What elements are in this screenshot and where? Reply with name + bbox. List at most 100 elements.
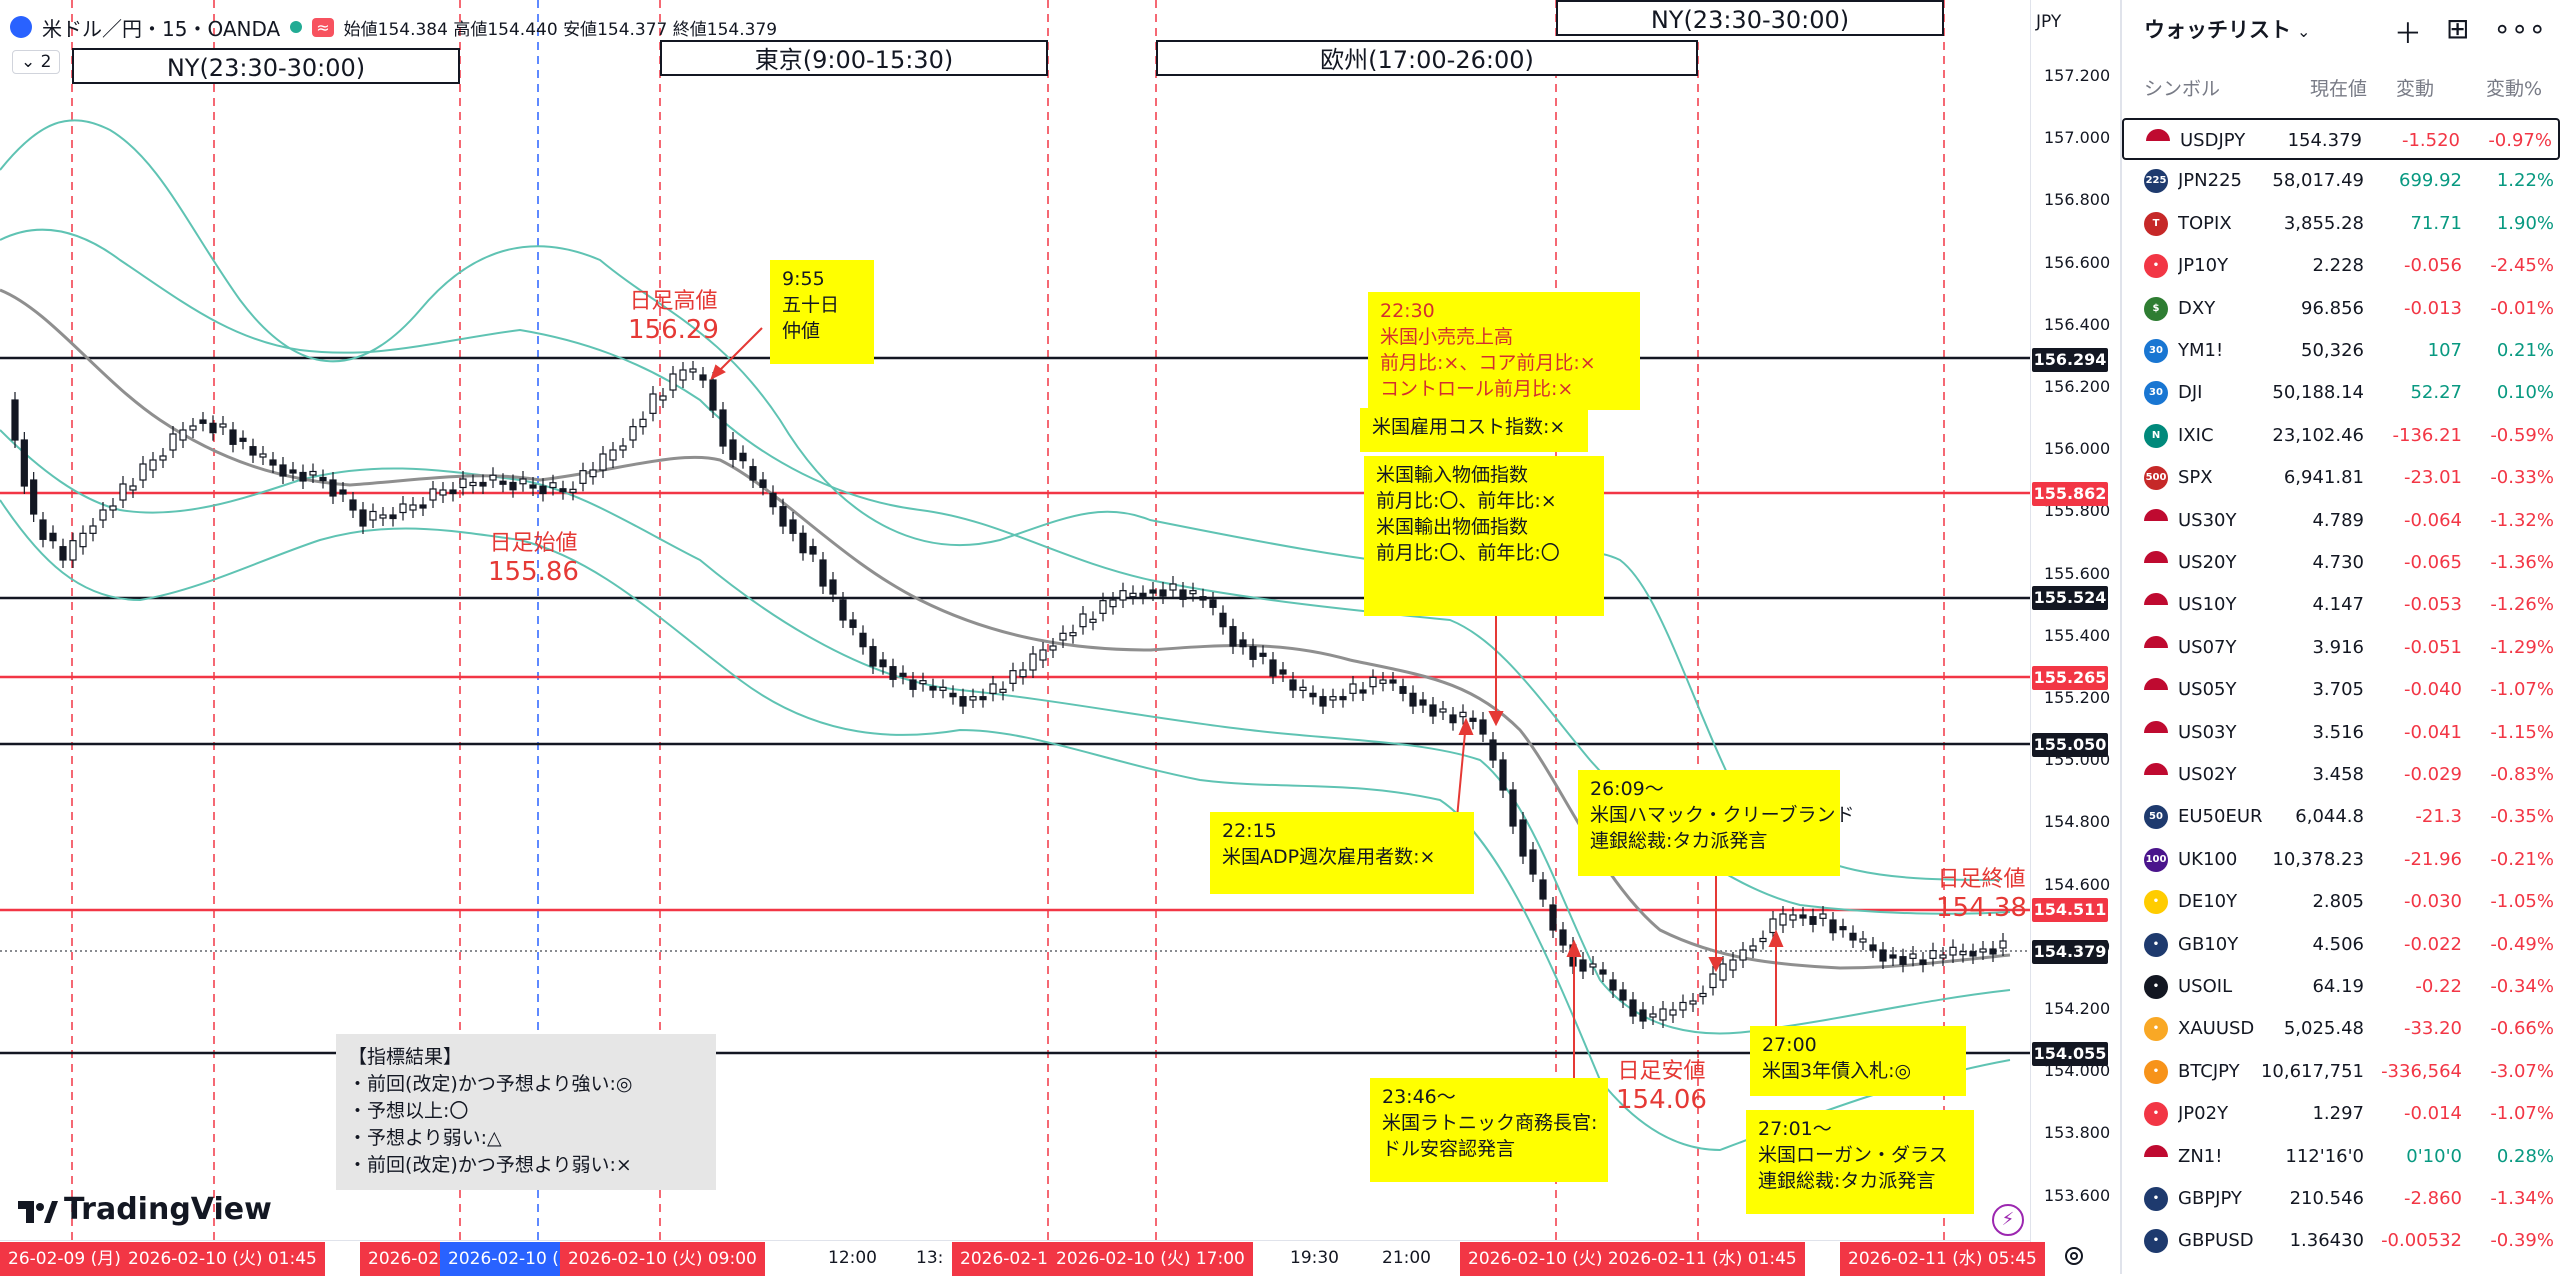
change-pct-value: 1.90%	[2496, 212, 2554, 234]
open-label: 始値	[343, 19, 378, 40]
watchlist-row[interactable]: 30 DJI 50,188.14 52.27 0.10%	[2122, 372, 2560, 414]
candle-body	[1409, 692, 1417, 707]
session-tokyo: 東京(9:00-15:30)	[660, 40, 1048, 76]
candle-body	[1459, 711, 1467, 718]
watchlist-row[interactable]: N IXIC 23,102.46 -136.21 -0.59%	[2122, 415, 2560, 457]
candle-body	[469, 481, 477, 487]
more-icon[interactable]: ∘∘∘	[2493, 12, 2546, 45]
watchlist-row[interactable]: US30Y 4.789 -0.064 -1.32%	[2122, 500, 2560, 542]
candle-body	[159, 455, 167, 461]
daily-close-label: 日足終値	[1937, 867, 2026, 892]
watchlist-row[interactable]: 500 SPX 6,941.81 -23.01 -0.33%	[2122, 457, 2560, 499]
price-tick: 156.200	[2044, 377, 2111, 396]
add-symbol-icon[interactable]: ＋	[2393, 17, 2422, 50]
change-value: -0.065	[2403, 552, 2462, 573]
candlestick-chart[interactable]	[0, 0, 2030, 1240]
watchlist-row[interactable]: 100 UK100 10,378.23 -21.96 -0.21%	[2122, 839, 2560, 881]
price-value: 210.546	[2289, 1188, 2364, 1209]
watchlist-row[interactable]: $ DXY 96.856 -0.013 -0.01%	[2122, 288, 2560, 330]
price-tick: 153.600	[2044, 1185, 2111, 1205]
price-label: 154.511	[2032, 898, 2108, 922]
candle-body	[1659, 1008, 1667, 1021]
tradingview-logo[interactable]: TradingView	[18, 1192, 272, 1227]
note-line: 前月比:×、コア前月比:×	[1380, 352, 1596, 374]
symbol-title[interactable]: 米ドル／円・15・OANDA	[42, 16, 281, 41]
change-pct-value: -0.59%	[2490, 424, 2554, 446]
watchlist-row[interactable]: US05Y 3.705 -0.040 -1.07%	[2122, 669, 2560, 711]
candle-body	[39, 519, 47, 540]
time-label: 26-02-09 (月)	[0, 1242, 129, 1276]
daily-low-annotation: 日足安値 154.06	[1616, 1058, 1707, 1114]
arrowhead	[1488, 711, 1504, 727]
note-line: 米国ラトニック商務長官:	[1382, 1112, 1598, 1134]
watchlist-row[interactable]: US02Y 3.458 -0.029 -0.83%	[2122, 754, 2560, 796]
watchlist-row[interactable]: US07Y 3.916 -0.051 -1.29%	[2122, 627, 2560, 669]
price-value: 2.805	[2312, 891, 2364, 913]
candle-body	[1089, 618, 1097, 623]
layout-icon[interactable]: ⊞	[2445, 12, 2470, 45]
watchlist-row[interactable]: 50 EU50EUR 6,044.8 -21.3 -0.35%	[2122, 796, 2560, 838]
panel-divider[interactable]	[2120, 0, 2122, 1274]
watchlist-row[interactable]: USDJPY 154.379 -1.520 -0.97%	[2122, 118, 2560, 160]
settings-icon[interactable]	[2062, 1244, 2086, 1268]
candle-body	[1109, 599, 1117, 608]
candle-body	[209, 422, 217, 434]
symbol-logo-icon: N	[2144, 423, 2168, 448]
watchlist-row[interactable]: • JP10Y 2.228 -0.056 -2.45%	[2122, 245, 2560, 287]
candle-body	[1739, 949, 1747, 961]
candle-body	[799, 532, 807, 554]
change-value: -1.520	[2401, 130, 2460, 151]
symbol-logo-icon: 30	[2144, 381, 2168, 406]
watchlist-row[interactable]: US20Y 4.730 -0.065 -1.36%	[2122, 542, 2560, 584]
watchlist-row[interactable]: • GBPUSD 1.36430 -0.00532 -0.39%	[2122, 1220, 2560, 1262]
candle-body	[389, 514, 397, 520]
watchlist-row[interactable]: • BTCJPY 10,617,751 -336,564 -3.07%	[2122, 1051, 2560, 1093]
symbol-logo-icon: 500	[2144, 466, 2168, 491]
flag-icon	[2144, 1144, 2168, 1169]
watchlist-row[interactable]: • GBPJPY 210.546 -2.860 -1.34%	[2122, 1178, 2560, 1220]
candle-body	[609, 449, 617, 461]
watchlist-row[interactable]: T TOPIX 3,855.28 71.71 1.90%	[2122, 203, 2560, 245]
watchlist-row[interactable]: • GB10Y 4.506 -0.022 -0.49%	[2122, 924, 2560, 966]
indicator-collapse-button[interactable]: ⌄ 2	[12, 50, 61, 74]
candle-body	[1929, 950, 1937, 959]
note-eci: 米国雇用コスト指数:×	[1360, 408, 1588, 452]
watchlist-title[interactable]: ウォッチリスト ⌄	[2144, 14, 2310, 44]
candle-body	[1259, 652, 1267, 657]
candle-body	[599, 453, 607, 471]
daily-high-value: 156.29	[628, 315, 719, 345]
change-value: -0.053	[2403, 594, 2462, 616]
watchlist-row[interactable]: • JP02Y 1.297 -0.014 -1.07%	[2122, 1093, 2560, 1135]
candle-body	[1329, 696, 1337, 701]
watchlist-row[interactable]: 225 JPN225 58,017.49 699.92 1.22%	[2122, 160, 2560, 202]
candle-body	[1549, 904, 1557, 931]
change-value: 0'10'0	[2406, 1145, 2462, 1167]
col-change-pct[interactable]: 変動%	[2486, 78, 2543, 100]
watchlist-row[interactable]: • XAUUSD 5,025.48 -33.20 -0.66%	[2122, 1008, 2560, 1050]
candle-body	[949, 692, 957, 698]
candle-body	[1159, 589, 1167, 597]
chart-legend[interactable]: 米ドル／円・15・OANDA ≈ 始値154.384 高値154.440 安値1…	[10, 10, 777, 44]
lightning-icon[interactable]: ⚡	[1992, 1204, 2024, 1236]
chart-pane[interactable]: 米ドル／円・15・OANDA ≈ 始値154.384 高値154.440 安値1…	[0, 0, 2030, 1274]
candle-body	[1899, 956, 1907, 965]
candle-body	[839, 599, 847, 621]
watchlist-row[interactable]: • USOIL 64.19 -0.22 -0.34%	[2122, 966, 2560, 1008]
currency-selector[interactable]: JPY	[2036, 12, 2062, 32]
candle-body	[1599, 969, 1607, 975]
watchlist-row[interactable]: • DE10Y 2.805 -0.030 -1.05%	[2122, 881, 2560, 923]
candle-body	[369, 510, 377, 521]
note-line: ドル安容認発言	[1382, 1138, 1516, 1160]
watchlist-row[interactable]: US03Y 3.516 -0.041 -1.15%	[2122, 712, 2560, 754]
candle-body	[579, 470, 587, 484]
key-line: ・前回(改定)かつ予想より弱い:×	[348, 1154, 632, 1176]
candle-body	[789, 519, 797, 534]
watchlist-row[interactable]: ZN1! 112'16'0 0'10'0 0.28%	[2122, 1136, 2560, 1178]
col-change[interactable]: 変動	[2396, 78, 2435, 100]
col-price[interactable]: 現在値	[2310, 78, 2368, 100]
candle-body	[529, 484, 537, 489]
watchlist-row[interactable]: US10Y 4.147 -0.053 -1.26%	[2122, 584, 2560, 626]
watchlist-row[interactable]: 30 YM1! 50,326 107 0.21%	[2122, 330, 2560, 372]
col-symbol[interactable]: シンボル	[2144, 78, 2221, 100]
candle-body	[1429, 704, 1437, 717]
